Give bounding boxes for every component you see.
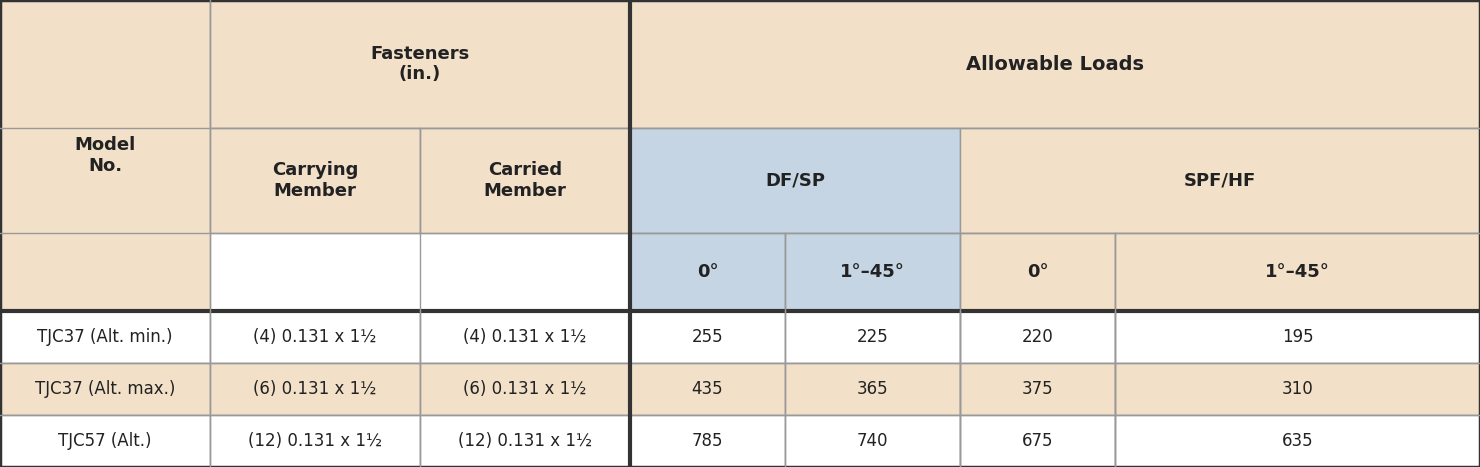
Bar [0, 415, 210, 467]
Bar [420, 128, 630, 233]
Text: Allowable Loads: Allowable Loads [966, 55, 1144, 73]
Bar [630, 363, 784, 415]
Bar [784, 311, 961, 363]
Bar [630, 415, 784, 467]
Text: 220: 220 [1021, 328, 1054, 346]
Bar [630, 0, 1480, 128]
Text: 1°–45°: 1°–45° [841, 263, 904, 281]
Text: (12) 0.131 x 1½: (12) 0.131 x 1½ [249, 432, 382, 450]
Text: TJC57 (Alt.): TJC57 (Alt.) [58, 432, 152, 450]
Bar [630, 233, 784, 311]
Bar [630, 128, 961, 233]
Bar [961, 415, 1114, 467]
Bar [210, 363, 420, 415]
Text: (4) 0.131 x 1½: (4) 0.131 x 1½ [253, 328, 377, 346]
Text: 0°: 0° [697, 263, 718, 281]
Bar [0, 0, 210, 311]
Text: TJC37 (Alt. min.): TJC37 (Alt. min.) [37, 328, 173, 346]
Text: 635: 635 [1282, 432, 1313, 450]
Text: SPF/HF: SPF/HF [1184, 171, 1257, 190]
Text: Fasteners
(in.): Fasteners (in.) [370, 45, 469, 84]
Bar [1114, 415, 1480, 467]
Bar [784, 233, 961, 311]
Text: 225: 225 [857, 328, 888, 346]
Text: Carrying
Member: Carrying Member [272, 161, 358, 200]
Text: 255: 255 [691, 328, 724, 346]
Bar [1114, 311, 1480, 363]
Bar [420, 311, 630, 363]
Bar [630, 311, 784, 363]
Bar [1114, 233, 1480, 311]
Bar [0, 311, 210, 363]
Bar [0, 363, 210, 415]
Text: 365: 365 [857, 380, 888, 398]
Bar [210, 0, 630, 128]
Text: Model
No.: Model No. [74, 136, 136, 175]
Text: 310: 310 [1282, 380, 1313, 398]
Text: (4) 0.131 x 1½: (4) 0.131 x 1½ [463, 328, 586, 346]
Text: (6) 0.131 x 1½: (6) 0.131 x 1½ [463, 380, 586, 398]
Text: 195: 195 [1282, 328, 1313, 346]
Bar [784, 363, 961, 415]
Bar [961, 233, 1114, 311]
Text: (12) 0.131 x 1½: (12) 0.131 x 1½ [457, 432, 592, 450]
Bar [420, 415, 630, 467]
Bar [420, 363, 630, 415]
Bar [961, 311, 1114, 363]
Text: 740: 740 [857, 432, 888, 450]
Text: 0°: 0° [1027, 263, 1048, 281]
Bar [784, 415, 961, 467]
Text: 435: 435 [691, 380, 724, 398]
Text: 375: 375 [1021, 380, 1054, 398]
Text: 675: 675 [1021, 432, 1054, 450]
Bar [961, 128, 1480, 233]
Bar [210, 128, 420, 233]
Bar [961, 363, 1114, 415]
Bar [210, 311, 420, 363]
Text: 1°–45°: 1°–45° [1265, 263, 1331, 281]
Text: DF/SP: DF/SP [765, 171, 824, 190]
Text: TJC37 (Alt. max.): TJC37 (Alt. max.) [36, 380, 175, 398]
Bar [210, 415, 420, 467]
Text: 785: 785 [691, 432, 724, 450]
Text: (6) 0.131 x 1½: (6) 0.131 x 1½ [253, 380, 377, 398]
Text: Carried
Member: Carried Member [484, 161, 567, 200]
Bar [1114, 363, 1480, 415]
